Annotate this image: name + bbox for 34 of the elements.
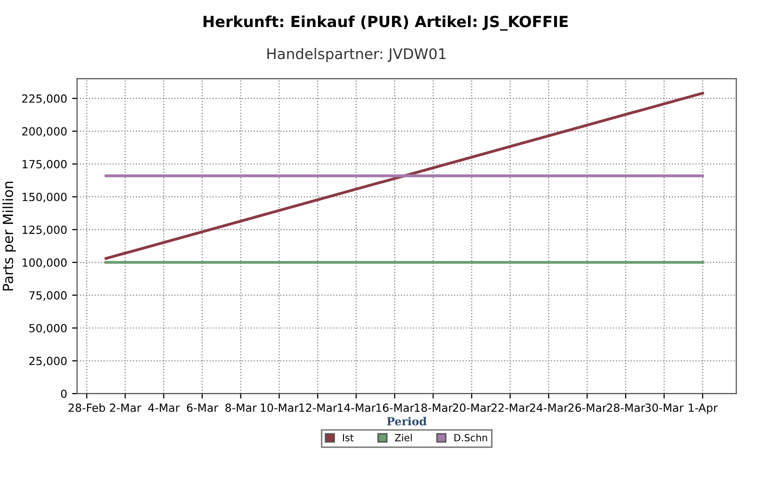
chart-subtitle: Handelspartner: JVDW01 bbox=[267, 48, 446, 62]
y-tick-label: 150,000 bbox=[22, 192, 67, 202]
x-tick-label: 1-Apr bbox=[688, 404, 718, 414]
legend-label: D.Schn bbox=[454, 434, 488, 442]
x-tick-label: 16-Mar bbox=[376, 404, 414, 412]
y-tick-label: 50,000 bbox=[29, 324, 67, 334]
x-tick-label: 28-Mar bbox=[606, 404, 646, 412]
y-tick-label: 200,000 bbox=[22, 127, 67, 137]
y-tick-label: 175,000 bbox=[22, 160, 67, 170]
x-tick-label: 20-Mar bbox=[452, 404, 492, 412]
y-tick-label: 225,000 bbox=[22, 94, 67, 104]
y-tick-label: 125,000 bbox=[22, 226, 67, 236]
x-tick-label: 30-Mar bbox=[645, 404, 684, 412]
x-tick-label: 14-Mar bbox=[338, 404, 376, 412]
legend-label: Ist bbox=[342, 434, 354, 442]
x-tick-label: 8-Mar bbox=[225, 404, 257, 412]
y-axis-title: Parts per Million bbox=[2, 182, 16, 290]
x-tick-label: 22-Mar bbox=[491, 404, 530, 412]
x-tick-label: 10-Mar bbox=[260, 404, 299, 412]
x-tick-label: 26-Mar bbox=[568, 404, 607, 412]
x-tick-label: 2-Mar bbox=[110, 404, 142, 412]
y-tick-label: 25,000 bbox=[29, 356, 67, 366]
x-tick-label: 6-Mar bbox=[186, 404, 218, 412]
x-tick-label: 12-Mar bbox=[299, 404, 338, 412]
x-tick-label: 28-Feb bbox=[68, 403, 106, 412]
x-axis-title: Period bbox=[387, 416, 427, 426]
x-tick-label: 24-Mar bbox=[530, 404, 568, 412]
y-tick-label: 100,000 bbox=[22, 258, 67, 268]
legend-label: Ziel bbox=[395, 434, 412, 442]
y-tick-label: 0 bbox=[61, 390, 67, 398]
x-tick-label: 18-Mar bbox=[414, 404, 453, 412]
chart-title: Herkunft: Einkauf (PUR) Artikel: JS_KOFFIE bbox=[204, 15, 568, 31]
y-tick-label: 75,000 bbox=[29, 291, 67, 301]
x-tick-label: 4-Mar bbox=[148, 404, 180, 412]
